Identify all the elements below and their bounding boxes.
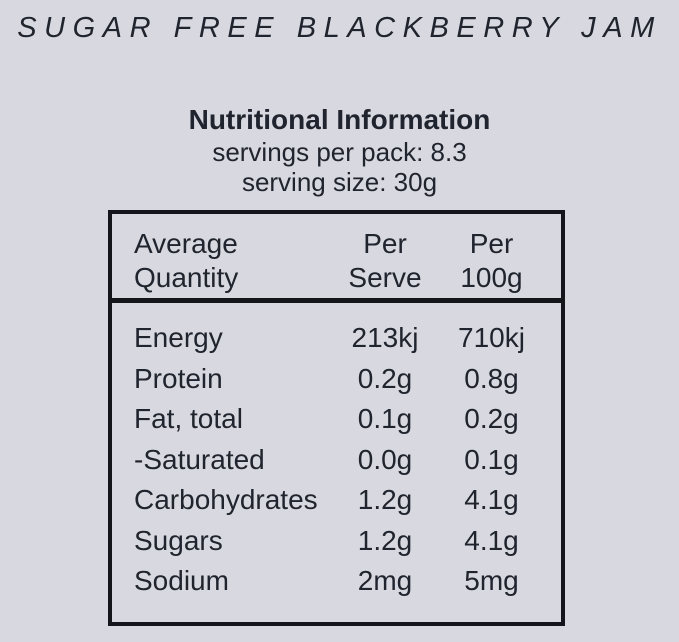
per-serve-value: 0.2g [357,362,413,394]
per-serve-value: 0.1g [357,403,413,435]
servings-per-pack-text: servings per pack: 8.3 [212,137,467,167]
nutrition-info-heading: Nutritional Information [188,104,491,135]
per-serve-value: 0.0g [357,443,413,475]
table-row-sodium: Sodium 2mg 5mg [134,561,543,602]
nutrient-name: -Saturated [134,443,265,475]
per-100g-value: 0.1g [464,443,519,475]
nutrient-name: Protein [134,362,223,394]
column-header-per-100g: Per 100g [460,228,523,293]
per-100g-value: 0.8g [464,362,519,394]
column-header-per-serve: Per Serve [348,228,422,293]
nutrient-name: Sodium [134,565,229,597]
per-serve-value: 213kj [351,322,419,354]
nutrient-name: Fat, total [134,403,243,435]
serving-size-text: serving size: 30g [241,167,438,197]
product-title: SUGAR FREE BLACKBERRY JAM [17,12,662,44]
table-row-fat-total: Fat, total 0.1g 0.2g [134,399,543,440]
per-serve-value: 1.2g [357,524,413,556]
per-serve-value: 2mg [357,565,413,597]
column-header-average-quantity: Average Quantity [134,228,239,293]
nutrient-name: Sugars [134,524,223,556]
nutrition-table: Average Quantity Per Serve Per 100g Ener… [108,210,565,626]
nutrition-info-block: Nutritional Information servings per pac… [0,103,679,197]
per-100g-value: 5mg [464,565,519,597]
per-100g-value: 4.1g [464,524,519,556]
table-row-energy: Energy 213kj 710kj [134,318,543,359]
nutrient-name: Carbohydrates [134,484,318,516]
nutrition-table-body: Energy 213kj 710kj Protein 0.2g 0.8g Fat… [112,303,561,602]
nutrition-table-header: Average Quantity Per Serve Per 100g [112,214,561,303]
nutrient-name: Energy [134,322,223,354]
table-row-sugars: Sugars 1.2g 4.1g [134,521,543,562]
per-serve-value: 1.2g [357,484,413,516]
table-row-protein: Protein 0.2g 0.8g [134,359,543,400]
table-row-saturated: -Saturated 0.0g 0.1g [134,440,543,481]
per-100g-value: 4.1g [464,484,519,516]
per-100g-value: 710kj [458,322,525,354]
per-100g-value: 0.2g [464,403,519,435]
table-row-carbohydrates: Carbohydrates 1.2g 4.1g [134,480,543,521]
